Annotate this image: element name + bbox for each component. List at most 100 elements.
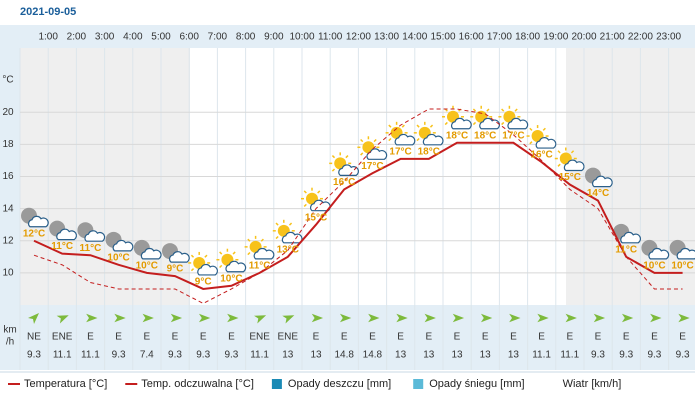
wind-speed: 9.3 xyxy=(27,350,41,361)
cloud xyxy=(169,251,190,263)
sun-ray xyxy=(429,124,434,128)
wind-direction: E xyxy=(425,332,432,343)
wind-arrow-shape xyxy=(509,313,521,323)
wind-speed: 13 xyxy=(480,350,492,361)
hour-label: 11:00 xyxy=(318,32,343,43)
cloud xyxy=(451,117,472,130)
sun-ray xyxy=(373,138,377,143)
wind-arrow xyxy=(650,313,662,323)
wind-arrow xyxy=(198,313,211,323)
wind-speed: 13 xyxy=(451,350,463,361)
weather-icon xyxy=(498,105,529,130)
y-axis-unit: °C xyxy=(2,75,13,86)
wind-speed: 9.3 xyxy=(112,350,126,361)
wind-arrow xyxy=(509,313,521,323)
cloud xyxy=(563,159,585,172)
weather-icon xyxy=(188,251,219,276)
cloud xyxy=(84,230,106,242)
cloud xyxy=(422,133,444,146)
weather-icon xyxy=(470,105,501,130)
wind-direction: E xyxy=(538,332,545,343)
wind-arrow xyxy=(311,313,324,323)
hour-label: 16:00 xyxy=(459,32,484,43)
wind-speed: 14.8 xyxy=(363,350,383,361)
wind-speed: 13 xyxy=(282,350,294,361)
temperature-label: 12°C xyxy=(23,228,45,239)
wind-arrow-shape xyxy=(424,313,436,323)
temperature-line xyxy=(33,141,683,290)
sun-ray xyxy=(288,222,293,226)
wind-arrow-shape xyxy=(86,313,98,323)
sun-ray xyxy=(331,168,336,172)
wind-direction: E xyxy=(313,332,320,343)
y-tick-label: 12 xyxy=(2,235,14,246)
wind-unit: /h xyxy=(6,337,14,348)
weather-icon xyxy=(385,121,416,146)
temperature-label: 10°C xyxy=(107,252,129,263)
temperature-label: 11°C xyxy=(80,243,102,254)
wind-arrow xyxy=(678,313,690,323)
sun-ray xyxy=(190,254,195,258)
legend-swatch xyxy=(413,379,424,389)
cloud xyxy=(225,260,247,273)
axis-band xyxy=(0,25,20,370)
hour-label: 18:00 xyxy=(515,32,540,43)
wind-arrow-shape xyxy=(170,313,183,323)
weather-icon xyxy=(21,207,49,228)
weather-icon xyxy=(244,235,275,260)
wind-speed: 9.3 xyxy=(196,350,210,361)
hour-label: 19:00 xyxy=(543,32,568,43)
date: 2021-09-05 xyxy=(20,6,76,18)
sun-ray xyxy=(501,121,505,126)
wind-arrow xyxy=(452,313,465,323)
wind-arrow xyxy=(537,313,549,323)
hour-label: 6:00 xyxy=(179,32,199,43)
wind-arrow xyxy=(227,313,239,323)
wind-speed: 13 xyxy=(423,350,435,361)
temperature-label: 11°C xyxy=(51,241,73,252)
temperature-label: 10°C xyxy=(671,261,693,272)
y-tick-label: 16 xyxy=(2,171,14,182)
wind-speed: 9.3 xyxy=(591,350,605,361)
wind-arrow xyxy=(56,315,69,324)
wind-arrow-shape xyxy=(396,313,408,323)
weather-icon xyxy=(585,167,613,188)
weather-icon xyxy=(554,147,585,172)
temperature-label: 10°C xyxy=(643,261,665,272)
weather-icon xyxy=(77,222,106,242)
wind-direction: E xyxy=(228,332,235,343)
sun-ray xyxy=(190,268,195,272)
weather-icon xyxy=(216,248,247,273)
sun-ray xyxy=(360,138,364,143)
weather-icon xyxy=(133,239,162,260)
sun-ray xyxy=(204,254,208,258)
sun-ray xyxy=(317,190,321,194)
wind-arrow-shape xyxy=(198,313,211,323)
wind-direction: E xyxy=(454,332,461,343)
wind-arrow xyxy=(368,313,380,323)
wind-direction: E xyxy=(566,332,573,343)
sun-ray xyxy=(232,251,236,255)
hour-label: 2:00 xyxy=(67,32,87,43)
wind-arrow xyxy=(593,313,606,323)
temperature-label: 18°C xyxy=(474,130,496,141)
cloud xyxy=(112,239,134,252)
weather-icon xyxy=(329,152,360,176)
wind-arrow-shape xyxy=(28,313,39,324)
hour-label: 7:00 xyxy=(208,32,228,43)
cloud xyxy=(507,117,529,130)
temperature-line xyxy=(33,108,683,304)
cloud xyxy=(140,247,162,260)
temperature-label: 18°C xyxy=(418,146,440,157)
wind-speed: 11.1 xyxy=(250,350,269,361)
temperature-label: 11°C xyxy=(615,244,637,255)
hour-label: 12:00 xyxy=(346,32,371,43)
sun-ray xyxy=(219,251,223,255)
wind-arrow xyxy=(114,313,126,323)
sun-ray xyxy=(529,127,533,131)
temperature-label: 17°C xyxy=(361,161,383,172)
wind-direction: NE xyxy=(27,332,41,343)
weather-icon xyxy=(442,105,472,130)
cloud xyxy=(338,164,360,176)
temperature-label: 18°C xyxy=(446,130,468,141)
